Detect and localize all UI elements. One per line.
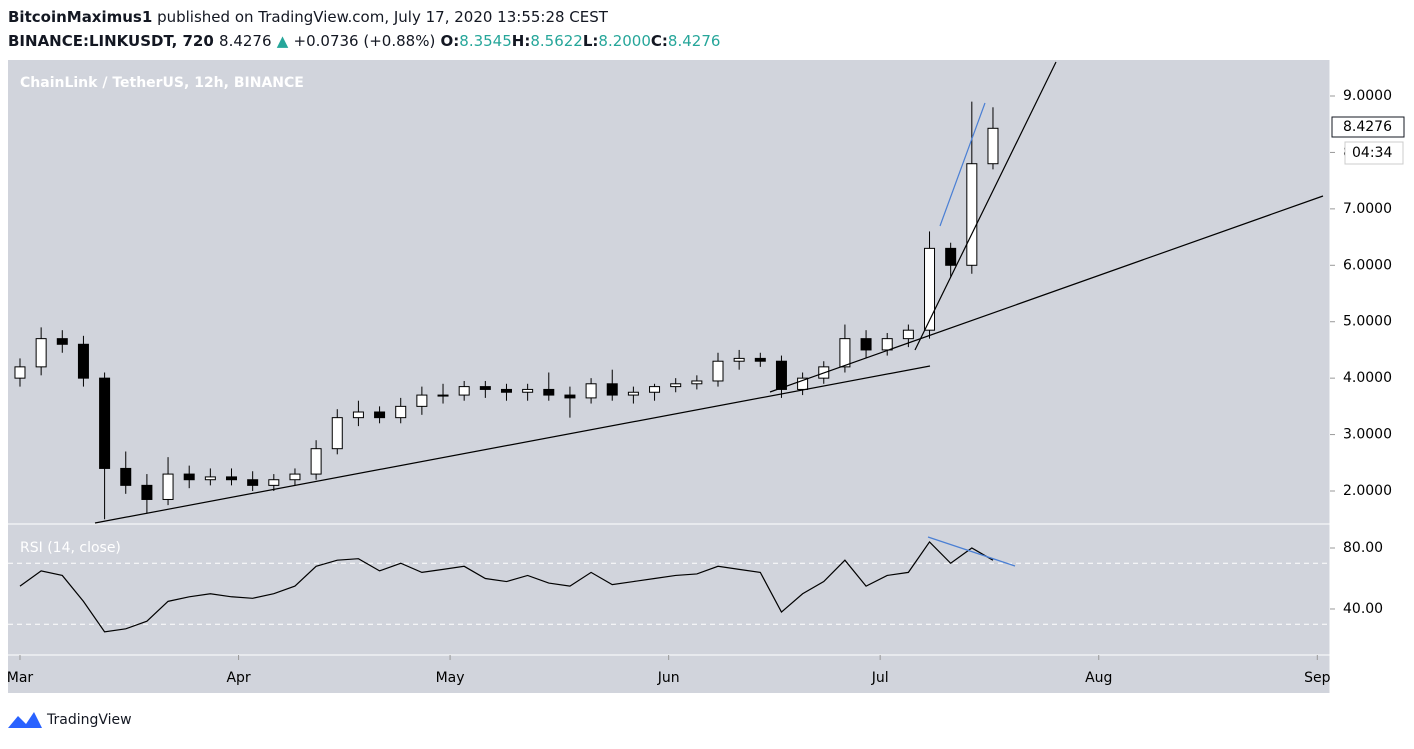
x-tick-label: Apr <box>226 670 250 686</box>
candle-body <box>754 357 766 362</box>
candle-body <box>204 476 216 481</box>
candle-body <box>416 394 428 407</box>
candle-body <box>268 479 280 486</box>
y-tick-label: 40.00 <box>1343 601 1383 617</box>
candle-body <box>56 338 68 345</box>
x-tick-label: Sep <box>1304 670 1331 686</box>
candle-body <box>395 405 407 419</box>
rsi-line <box>19 540 994 633</box>
ohlc-label: L: <box>583 32 599 50</box>
y-tick-label: 3.0000 <box>1343 427 1392 443</box>
candle-body <box>374 411 386 419</box>
candle-body <box>691 380 703 385</box>
header-line: BitcoinMaximus1 published on TradingView… <box>8 8 609 26</box>
candle-body <box>945 247 957 266</box>
trendline <box>914 61 1057 351</box>
x-tick-label: Jul <box>871 670 889 686</box>
brand: TradingView <box>46 712 132 728</box>
change: +0.0736 (+0.88%) <box>294 32 436 50</box>
candle-body <box>120 467 132 486</box>
candle-body <box>670 383 682 388</box>
candle-body <box>924 247 936 331</box>
y-tick-label: 80.00 <box>1343 540 1383 556</box>
ohlc-label: H: <box>512 32 531 50</box>
time-axis <box>8 655 1330 693</box>
candle-body <box>649 386 661 393</box>
candle-body <box>966 163 978 266</box>
candle-body <box>289 473 301 481</box>
candle-body <box>35 338 47 368</box>
candle-body <box>860 338 872 351</box>
candle-body <box>839 338 851 368</box>
candle-body <box>543 388 555 396</box>
candle-body <box>564 394 576 399</box>
candle-body <box>902 329 914 340</box>
published: published on TradingView.com, July 17, 2… <box>157 8 609 26</box>
y-tick-label: 2.0000 <box>1343 483 1392 499</box>
candle-body <box>733 357 745 362</box>
candle-body <box>226 476 238 481</box>
candle-body <box>775 360 787 390</box>
candle-body <box>247 479 259 486</box>
candle-body <box>352 411 364 419</box>
candle-body <box>77 343 89 379</box>
candle-body <box>627 391 639 396</box>
candle-body <box>500 388 512 393</box>
candle-body <box>14 366 26 379</box>
trendline <box>769 195 1324 393</box>
pane <box>8 60 1330 655</box>
trendlines <box>94 61 1324 524</box>
x-tick-label: Aug <box>1085 670 1112 686</box>
rsi-trendline <box>927 536 1016 567</box>
candle-body <box>522 388 534 393</box>
y-tick-label: 7.0000 <box>1343 201 1392 217</box>
price-label-box <box>1331 116 1405 138</box>
candle-body <box>162 473 174 500</box>
candle-body <box>331 417 343 450</box>
candle-body <box>987 127 999 165</box>
trendline <box>94 365 931 524</box>
countdown-box <box>1344 141 1404 165</box>
candle-body <box>881 338 893 351</box>
pane-title: ChainLink / TetherUS, 12h, BINANCE <box>20 75 304 91</box>
rsi-title: RSI (14, close) <box>20 540 121 556</box>
candle-body <box>310 448 322 475</box>
logo-icon <box>8 712 42 728</box>
ohlc-value: 8.3545 <box>459 32 512 50</box>
price-label: 8.4276 <box>1343 119 1392 135</box>
candle-body <box>458 386 470 396</box>
candle-body <box>585 383 597 399</box>
candle-body <box>712 360 724 382</box>
candle-body <box>141 484 153 500</box>
ohlc-value: 8.2000 <box>598 32 651 50</box>
x-tick-label: Jun <box>657 670 680 686</box>
trendline <box>939 102 986 227</box>
ohlc-value: 8.4276 <box>668 32 721 50</box>
arrow: ▲ <box>277 32 289 50</box>
y-tick-label: 4.0000 <box>1343 370 1392 386</box>
candle-body <box>99 377 111 469</box>
y-tick-label: 5.0000 <box>1343 314 1392 330</box>
candle-body <box>479 386 491 390</box>
y-tick-label: 9.0000 <box>1343 88 1392 104</box>
symbol-line: BINANCE:LINKUSDT, 720 8.4276 ▲ +0.0736 (… <box>8 32 720 50</box>
author: BitcoinMaximus1 <box>8 8 152 26</box>
x-tick-label: May <box>436 670 465 686</box>
logo <box>8 712 42 728</box>
candle-body <box>183 473 195 481</box>
ohlc-value: 8.5622 <box>530 32 583 50</box>
ohlc: O:8.3545H:8.5622L:8.2000C:8.4276 <box>441 32 721 50</box>
x-tick-label: Mar <box>7 670 34 686</box>
last: 8.4276 <box>219 32 272 50</box>
candle-body <box>437 394 449 397</box>
symbol: BINANCE:LINKUSDT, 720 <box>8 32 214 50</box>
ohlc-label: O: <box>441 32 460 50</box>
y-tick-label: 6.0000 <box>1343 257 1392 273</box>
candle-body <box>606 383 618 396</box>
ohlc-label: C: <box>651 32 668 50</box>
countdown: 04:34 <box>1352 145 1392 161</box>
